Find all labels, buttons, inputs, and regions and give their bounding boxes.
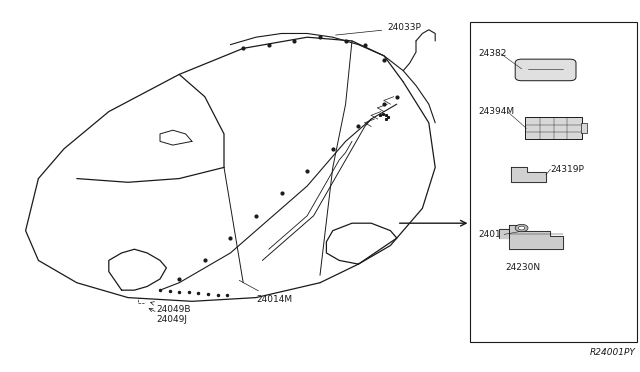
Bar: [470, 22, 637, 342]
Text: R24001PY: R24001PY: [589, 348, 636, 357]
Text: 24019A: 24019A: [479, 230, 513, 239]
Text: 24049J: 24049J: [149, 308, 188, 324]
Text: 24230N: 24230N: [506, 263, 541, 272]
Polygon shape: [509, 225, 563, 249]
Polygon shape: [511, 167, 546, 182]
Text: 24319P: 24319P: [550, 165, 584, 174]
Text: 24033P: 24033P: [335, 23, 421, 35]
Text: 24014M: 24014M: [239, 280, 292, 304]
Text: 24382: 24382: [479, 49, 507, 58]
Text: 24049B: 24049B: [150, 302, 191, 314]
Bar: [581, 123, 588, 134]
Polygon shape: [499, 229, 509, 238]
FancyBboxPatch shape: [525, 117, 582, 140]
Circle shape: [515, 224, 528, 232]
FancyBboxPatch shape: [515, 59, 576, 81]
Circle shape: [518, 226, 525, 230]
Text: 24394M: 24394M: [479, 107, 515, 116]
